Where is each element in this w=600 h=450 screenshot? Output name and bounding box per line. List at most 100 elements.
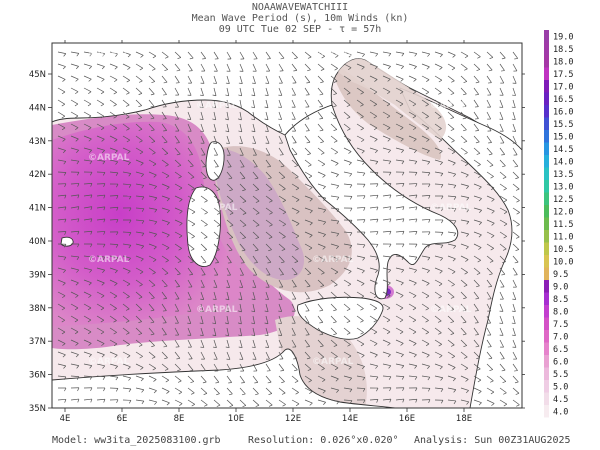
wind-barb [265, 279, 270, 288]
wind-barb [161, 339, 168, 348]
wind-barb [434, 123, 442, 131]
wind-barb [96, 375, 106, 380]
wind-barb [187, 195, 196, 203]
wind-barb [265, 171, 272, 180]
wind-barb [278, 195, 286, 203]
wind-barb [239, 279, 244, 288]
wind-barb [395, 135, 404, 142]
wind-barb [408, 147, 417, 154]
colorbar-swatch [544, 205, 549, 218]
wind-barb [213, 375, 220, 384]
wind-barb [148, 63, 156, 71]
wind-barb [109, 231, 119, 236]
land-masses [52, 43, 522, 408]
wind-barb [395, 123, 404, 130]
wind-barb [460, 267, 468, 275]
wind-barb [499, 363, 506, 372]
wind-barb [83, 206, 93, 211]
adriatic-sea [338, 58, 447, 140]
wind-barb [486, 171, 494, 179]
wind-barb [200, 207, 208, 215]
wind-barb [291, 399, 300, 407]
lon-label: 14E [342, 414, 358, 424]
wind-barb [356, 399, 366, 404]
wind-barb [264, 327, 269, 337]
wind-barb [122, 87, 130, 95]
lat-label: 43N [29, 137, 46, 147]
colorbar-label: 9.0 [553, 282, 568, 292]
wind-barb [213, 399, 221, 407]
wind-barb [304, 51, 312, 59]
wind-barb [226, 195, 234, 203]
wind-barb [57, 398, 67, 403]
wind-barb [122, 171, 132, 177]
wind-barb [486, 63, 493, 72]
wind-barb [83, 194, 93, 199]
wind-barb [317, 195, 327, 201]
wind-barb [330, 195, 340, 201]
wind-barb [122, 339, 130, 347]
wind-barb [343, 75, 351, 83]
wind-barb [278, 219, 286, 227]
wind-barb [499, 207, 508, 215]
wind-barb [343, 339, 351, 347]
wind-barb [252, 207, 260, 215]
wind-barb [83, 363, 93, 369]
wind-barb [499, 51, 506, 60]
wind-barb [187, 87, 192, 96]
wind-barb [512, 171, 519, 180]
wind-barb [512, 363, 518, 372]
wind-barb [512, 399, 520, 407]
wind-barb [252, 171, 259, 180]
wind-barb [447, 231, 457, 237]
wind-barb [330, 279, 338, 287]
wind-barb [395, 147, 404, 153]
wind-barb [252, 135, 257, 144]
wind-barb [57, 387, 67, 392]
wind-barb [382, 75, 391, 82]
wind-barb [264, 315, 269, 325]
wind-barb [291, 243, 299, 251]
wind-barb [109, 399, 119, 404]
lon-label: 16E [399, 414, 415, 424]
wind-barb [421, 399, 431, 403]
wind-barb [408, 194, 418, 199]
wind-barb [199, 87, 204, 96]
wind-barb [499, 171, 507, 179]
wind-barb [460, 183, 469, 189]
colorbar-label: 11.0 [553, 232, 573, 242]
wind-barb [174, 255, 182, 263]
wind-barb [317, 183, 326, 190]
wind-barb [408, 87, 417, 95]
wind-barb [278, 63, 284, 72]
wind-barb [174, 171, 182, 179]
wind-barb [499, 303, 504, 312]
wind-barb [187, 123, 192, 132]
wind-barb [83, 123, 92, 130]
wind-barb [304, 387, 313, 395]
wind-barb [174, 303, 179, 312]
wind-barb [187, 279, 193, 288]
wind-barb [239, 51, 245, 60]
wind-barb [187, 219, 196, 227]
colorbar-swatch [544, 405, 549, 418]
wind-barb [291, 219, 300, 226]
wind-barb [304, 87, 310, 96]
wind-barb [278, 99, 282, 108]
wind-barb [317, 327, 324, 336]
wind-barb [148, 219, 158, 225]
wind-barb [304, 339, 311, 348]
wind-barb [174, 207, 183, 214]
wind-barb [265, 339, 270, 348]
wind-barb [265, 351, 270, 360]
wind-barb [421, 183, 431, 188]
wind-barb [96, 339, 105, 346]
wind-barb [473, 315, 479, 324]
wind-barb [174, 315, 179, 324]
wind-barb [447, 363, 456, 370]
wind-barb [122, 315, 130, 323]
wind-barb [499, 147, 505, 156]
wind-barb [486, 99, 491, 108]
wind-barb [447, 255, 456, 262]
wind-barb [512, 207, 520, 215]
